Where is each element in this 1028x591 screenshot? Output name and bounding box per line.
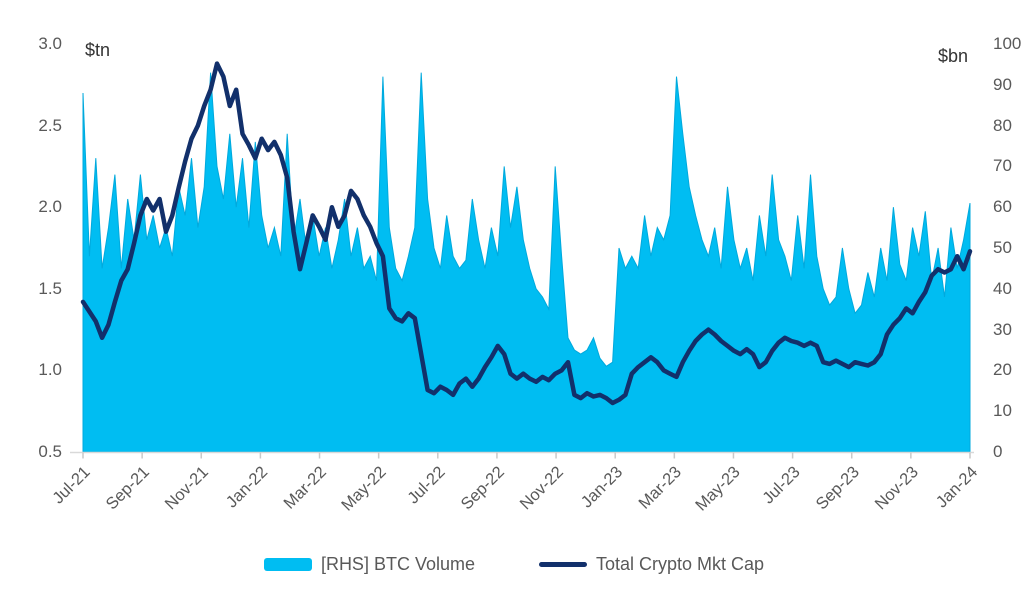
legend-item-btc-volume: [RHS] BTC Volume <box>263 554 475 575</box>
left-axis-tick-label: 1.0 <box>38 360 62 380</box>
right-axis-tick-label: 80 <box>993 115 1012 135</box>
right-axis-tick-label: 90 <box>993 74 1012 94</box>
left-axis-tick-label: 2.0 <box>38 197 62 217</box>
left-axis-tick-label: 0.5 <box>38 442 62 461</box>
left-axis-tick-label: 2.5 <box>38 115 62 135</box>
right-axis-tick-label: 50 <box>993 238 1012 257</box>
right-axis-unit-label: $bn <box>938 46 969 66</box>
right-axis-tick-label: 20 <box>993 360 1012 380</box>
total-crypto-mkt-cap-line-series <box>80 61 973 406</box>
legend-label-mkt-cap: Total Crypto Mkt Cap <box>595 554 765 574</box>
left-axis-tick-label: 3.0 <box>38 34 62 53</box>
left-axis-unit-label: $tn <box>85 40 111 60</box>
btc-volume-area-series <box>82 72 971 453</box>
right-axis-tick-label: 30 <box>993 319 1012 339</box>
right-axis-tick-label: 100 <box>993 34 1022 53</box>
legend-item-mkt-cap: Total Crypto Mkt Cap <box>538 554 765 575</box>
right-axis-tick-label: 10 <box>993 401 1012 421</box>
left-axis-tick-label: 1.5 <box>38 278 62 298</box>
legend-label-btc-volume: [RHS] BTC Volume <box>320 554 475 574</box>
right-axis-tick-label: 0 <box>993 442 1003 461</box>
right-axis-tick-label: 40 <box>993 278 1012 298</box>
btc-volume-area-swatch-icon <box>263 558 312 571</box>
mkt-cap-line-swatch-icon <box>538 562 587 567</box>
right-axis-tick-label: 60 <box>993 197 1012 217</box>
legend: [RHS] BTC Volume Total Crypto Mkt Cap <box>0 554 1028 575</box>
right-axis-tick-label: 70 <box>993 156 1012 176</box>
